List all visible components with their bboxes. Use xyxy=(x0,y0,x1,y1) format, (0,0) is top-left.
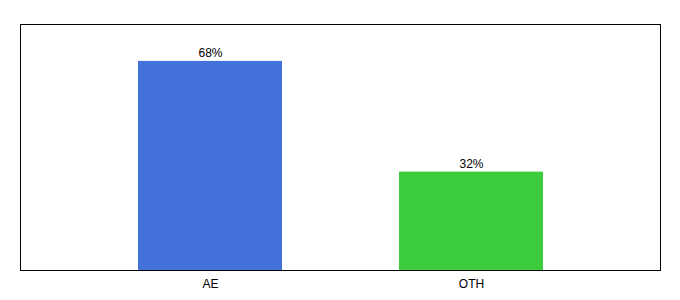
svg-text:AE: AE xyxy=(202,277,218,291)
svg-text:68%: 68% xyxy=(198,46,222,60)
svg-text:OTH: OTH xyxy=(459,277,484,291)
svg-text:32%: 32% xyxy=(459,157,483,171)
